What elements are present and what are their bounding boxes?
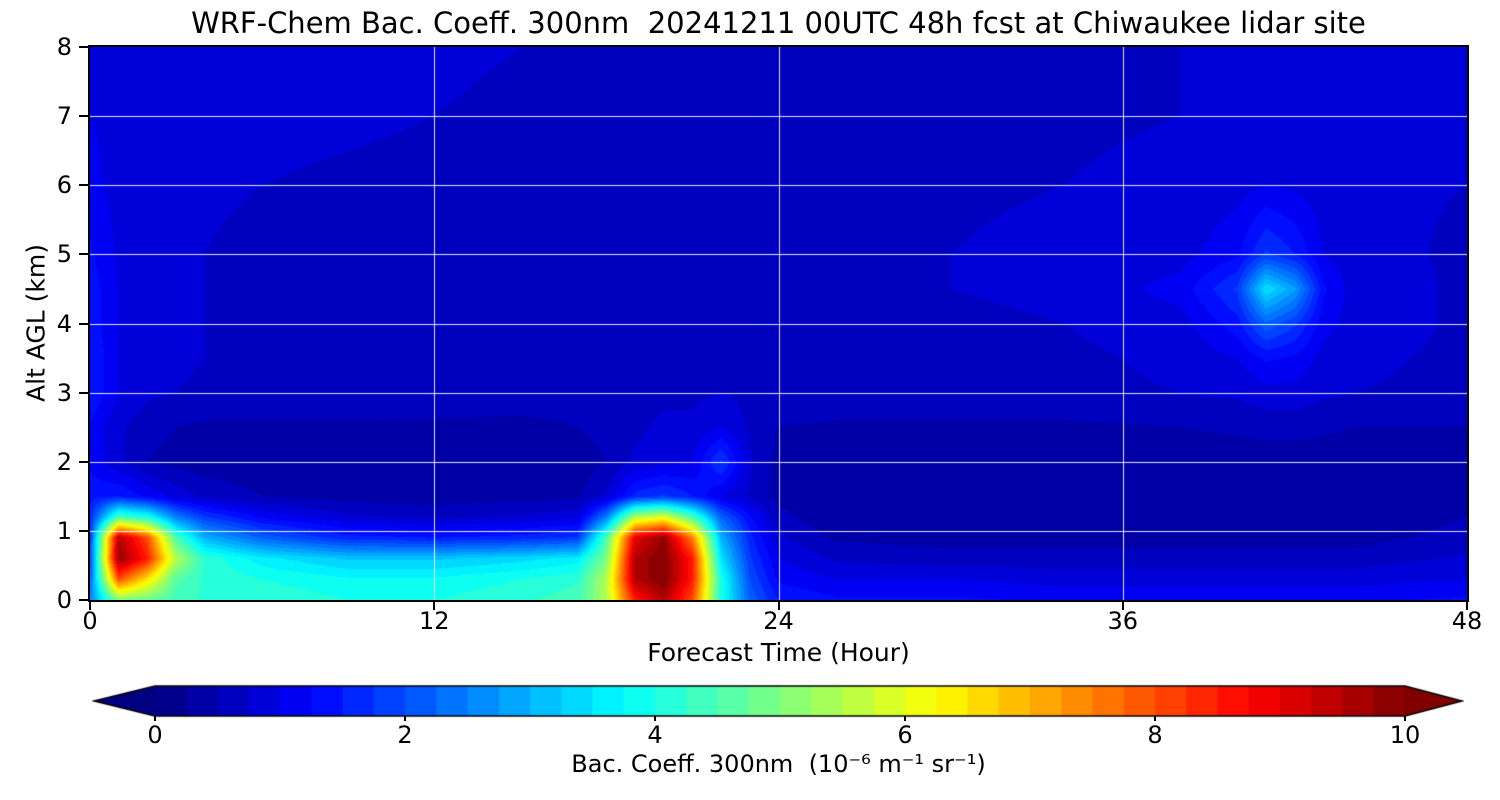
colorbar-tick-label: 6 [897, 721, 913, 749]
y-tick-label: 5 [56, 240, 72, 269]
y-tick-mark [79, 46, 88, 48]
colorbar-tick-mark [654, 716, 656, 721]
colorbar-tick-mark [1154, 716, 1156, 721]
colorbar-tick-label: 8 [1147, 721, 1163, 749]
colorbar-tick-label: 2 [397, 721, 413, 749]
y-tick-mark [79, 599, 88, 601]
colorbar-tick-mark [1404, 716, 1406, 721]
colorbar-tick-mark [154, 716, 156, 721]
y-tick-mark [79, 253, 88, 256]
y-tick-label: 2 [56, 447, 72, 476]
x-tick-mark [433, 602, 436, 610]
y-tick-label: 6 [56, 171, 72, 200]
y-tick-label: 4 [56, 309, 72, 338]
y-tick-label: 0 [56, 586, 72, 614]
x-tick-mark [1466, 602, 1468, 610]
colorbar [92, 684, 1464, 718]
colorbar-tick-label: 4 [647, 721, 663, 749]
x-tick-mark [89, 602, 91, 610]
colorbar-tick-mark [904, 716, 906, 721]
colorbar-tick-label: 0 [147, 721, 163, 749]
x-tick-label: 48 [1451, 607, 1483, 635]
x-tick-label: 0 [82, 607, 98, 635]
x-tick-label: 12 [418, 607, 450, 635]
chart-title: WRF-Chem Bac. Coeff. 300nm 20241211 00UT… [191, 6, 1366, 40]
y-tick-mark [79, 184, 88, 187]
y-tick-mark [79, 529, 88, 532]
y-tick-label: 3 [56, 378, 72, 407]
heatmap-canvas [90, 47, 1467, 600]
y-tick-label: 7 [56, 102, 72, 131]
y-tick-mark [79, 322, 88, 325]
y-tick-mark [79, 460, 88, 463]
colorbar-tick-label: 10 [1389, 721, 1421, 749]
x-tick-label: 24 [763, 607, 794, 635]
x-axis-label: Forecast Time (Hour) [647, 638, 910, 667]
x-tick-label: 36 [1107, 607, 1139, 635]
y-tick-mark [79, 115, 88, 118]
colorbar-tick-mark [404, 716, 406, 721]
x-tick-mark [777, 602, 780, 610]
x-tick-mark [1121, 602, 1124, 610]
y-tick-mark [79, 391, 88, 394]
colorbar-label: Bac. Coeff. 300nm (10⁻⁶ m⁻¹ sr⁻¹) [571, 750, 986, 778]
y-tick-label: 1 [56, 516, 72, 545]
y-tick-label: 8 [56, 33, 72, 61]
